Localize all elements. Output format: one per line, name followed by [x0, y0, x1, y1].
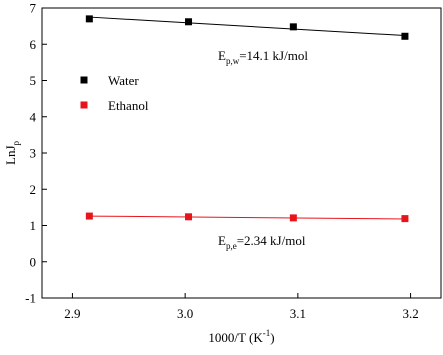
x-axis-label-part: 1000/T (K	[208, 330, 263, 345]
y-tick-label: 7	[30, 1, 37, 16]
fit-line	[89, 215, 405, 220]
y-tick-label: 0	[30, 254, 37, 269]
annotation-part: p,e	[226, 241, 237, 251]
x-tick-label: 3.0	[177, 306, 193, 321]
annotation: Ep,w=14.1 kJ/mol	[218, 48, 308, 66]
annotation-part: =14.1 kJ/mol	[239, 48, 308, 63]
annotation: Ep,e=2.34 kJ/mol	[218, 233, 306, 251]
legend-marker	[80, 76, 88, 84]
x-tick-label: 2.9	[64, 306, 80, 321]
y-tick-label: 3	[30, 146, 37, 161]
data-point	[85, 212, 93, 220]
annotation-part: p,w	[226, 56, 240, 66]
x-tick-label: 3.2	[402, 306, 418, 321]
y-axis-label-part: p	[11, 141, 21, 146]
legend-marker	[80, 101, 88, 109]
data-point	[289, 214, 297, 222]
data-point	[85, 15, 93, 23]
x-tick-label: 3.1	[290, 306, 306, 321]
y-tick-label: 2	[30, 182, 37, 197]
y-axis-label: LnJp	[3, 141, 21, 166]
x-axis-label: 1000/T (K-1)	[208, 328, 274, 345]
legend-label: Ethanol	[108, 98, 149, 113]
fit-line	[89, 16, 405, 37]
data-point	[401, 32, 409, 40]
x-axis-label-part: -1	[263, 328, 271, 338]
annotation-part: E	[218, 48, 226, 63]
data-point	[289, 23, 297, 31]
x-axis-label-part: )	[270, 330, 274, 345]
y-axis-label-part: LnJ	[3, 146, 18, 166]
y-tick-label: -1	[25, 291, 36, 306]
y-tick-label: 4	[30, 109, 37, 124]
annotation-part: E	[218, 233, 226, 248]
data-point	[401, 215, 409, 223]
y-tick-label: 6	[30, 37, 37, 52]
annotation-part: =2.34 kJ/mol	[237, 233, 306, 248]
legend-label: Water	[108, 73, 139, 88]
y-tick-label: 5	[30, 73, 37, 88]
data-point	[185, 213, 193, 221]
y-tick-label: 1	[30, 218, 37, 233]
data-point	[185, 18, 193, 26]
